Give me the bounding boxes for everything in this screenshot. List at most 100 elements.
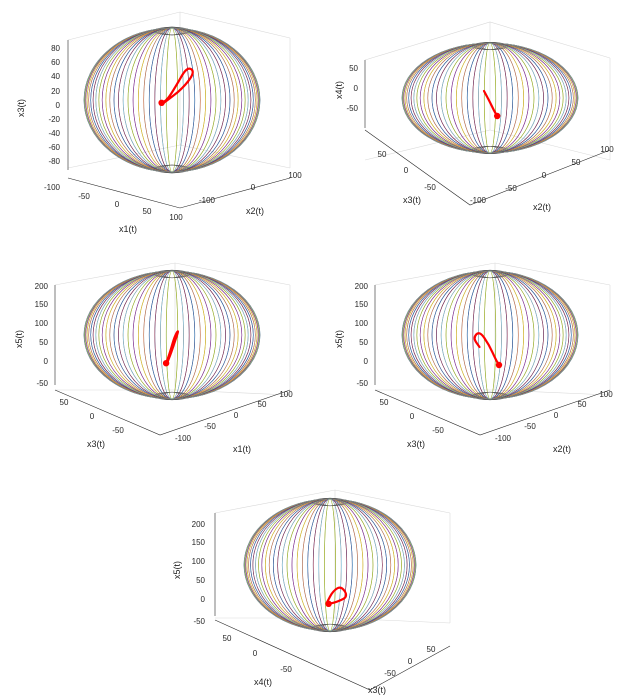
trajectory-endpoint [494,112,501,120]
y-ticks: -50 0 50 [384,645,436,678]
meridian-line [92,27,252,173]
y-tick-label: 0 [408,657,413,666]
meridian-line [143,270,201,400]
meridian-line [143,27,201,173]
z-tick-label: 200 [192,520,206,529]
pole-band [321,498,339,507]
meridian-line [286,498,374,632]
subplot-4: 200 150 100 50 0 -50 50 0 -50 -100 -50 0… [320,255,637,465]
ellipsoid-outline [243,498,417,632]
meridian-line [118,27,226,173]
meridian-line [109,270,235,400]
meridian-line [98,27,246,173]
meridian-line [132,27,212,173]
meridian-line [154,27,190,173]
z-tick-label: 100 [192,557,206,566]
subplot-1-canvas: 80 60 40 20 0 -20 -40 -60 -80 -100 -50 0… [16,11,302,234]
meridian-line [410,270,570,400]
subplot-4-canvas: 200 150 100 50 0 -50 50 0 -50 -100 -50 0… [334,262,613,454]
z-tick-label: 50 [359,338,368,347]
pole-band [163,164,181,174]
y-tick-label: -50 [204,422,216,431]
axes-box [214,489,451,691]
z-tick-label: -40 [48,129,60,138]
trajectory [162,330,180,367]
meridian-line [431,270,549,400]
meridian-line [127,270,217,400]
y-tick-label: 0 [554,411,559,420]
meridian-line [92,270,252,400]
meridian-line [302,498,358,632]
ellipsoid-outline [401,270,579,400]
z-ticks: 200 150 100 50 0 -50 [355,282,369,388]
meridian-line [286,498,374,632]
meridian-line [436,270,544,400]
meridian-line [98,27,246,173]
meridian-line [127,270,217,400]
meridian-line [296,498,364,632]
subplot-3: 200 150 100 50 0 -50 50 0 -50 -100 -50 0… [0,255,320,465]
meridian-line [445,270,535,400]
pole-band [481,146,499,154]
meridian-line [440,270,540,400]
x-tick-label: -100 [44,183,61,192]
meridian-line [143,27,201,173]
meridian-line [138,27,206,173]
meridian-line [122,270,222,400]
meridian-line [416,270,564,400]
y-tick-label: 50 [578,400,587,409]
x-tick-label: -50 [280,665,292,674]
pole-band [481,42,499,50]
meridian-line [277,498,383,632]
meridian-line [105,27,239,173]
meridian-line [273,498,388,632]
z-tick-label: 50 [349,64,358,73]
axes-box [54,262,291,436]
ellipsoid-outline [83,270,261,400]
meridian-line [436,270,544,400]
z-tick-label: 0 [56,101,61,110]
y-tick-label: 0 [542,171,547,180]
ellipsoid-outline [83,27,261,173]
y-tick-label: 100 [599,390,613,399]
x-ticks: -100 -50 0 50 100 [44,183,183,222]
y-tick-label: 0 [234,411,239,420]
meridian-line [416,270,564,400]
z-tick-label: 50 [196,576,205,585]
trajectory-endpoint [158,99,165,107]
axes-box [374,262,611,436]
x-ticks: 50 0 -50 [380,398,445,435]
meridian-line [307,498,353,632]
subplot-5-canvas: 200 150 100 50 0 -50 50 0 -50 -50 0 50 x… [172,489,451,695]
trajectory-curve [473,332,501,367]
z-tick-label: 100 [355,319,369,328]
meridian-line [148,270,196,400]
ellipsoid-surface [83,26,261,174]
meridian-line [113,270,231,400]
subplot-3-canvas: 200 150 100 50 0 -50 50 0 -50 -100 -50 0… [14,262,293,454]
y-axis-label: x1(t) [233,444,251,454]
y-ticks: -100 -50 0 50 100 [495,390,613,443]
x-tick-label: 50 [143,207,152,216]
meridian-line [118,27,226,173]
x-ticks: 50 0 -50 [60,398,125,435]
meridian-line [250,498,410,632]
meridian-line [302,498,358,632]
meridian-line [90,27,254,173]
x-tick-label: 50 [380,398,389,407]
meridian-line [118,270,226,400]
z-tick-label: 80 [51,44,60,53]
x-tick-label: 50 [378,150,387,159]
z-ticks: 50 0 -50 [346,64,358,113]
meridian-line [138,270,206,400]
z-tick-label: -50 [356,379,368,388]
pole-band [163,391,181,400]
z-tick-label: -50 [193,617,205,626]
z-axis-label: x5(t) [14,330,24,348]
ellipsoid-surface [401,269,579,400]
meridian-line [265,498,395,632]
meridian-line [98,270,246,400]
meridian-line [431,270,549,400]
z-ticks: 200 150 100 50 0 -50 [192,520,206,626]
x-axis-label: x3(t) [407,439,425,449]
